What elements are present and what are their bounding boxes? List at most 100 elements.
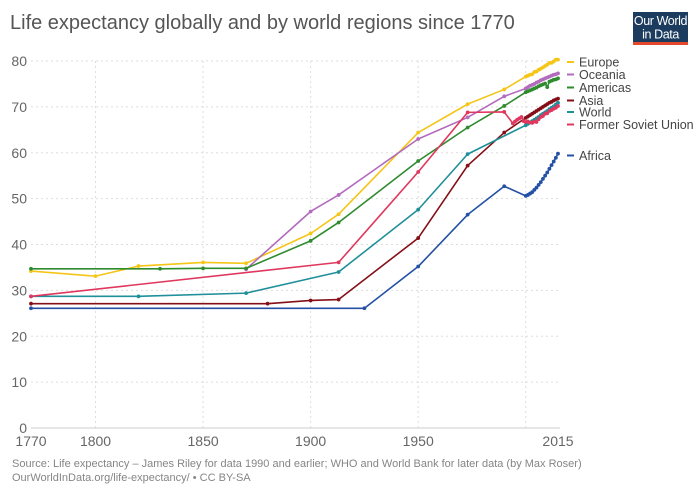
data-point[interactable]: [308, 209, 313, 214]
legend-label: Oceania: [579, 68, 626, 82]
series-europe[interactable]: [29, 57, 560, 279]
series-africa[interactable]: [29, 151, 560, 311]
data-point[interactable]: [556, 96, 560, 101]
data-point[interactable]: [502, 110, 507, 114]
data-point[interactable]: [416, 130, 421, 135]
data-point[interactable]: [465, 102, 470, 107]
data-point[interactable]: [556, 100, 560, 105]
data-point[interactable]: [29, 294, 33, 299]
data-point[interactable]: [545, 85, 550, 90]
data-point[interactable]: [549, 163, 554, 168]
data-point[interactable]: [201, 260, 205, 265]
data-point[interactable]: [416, 264, 421, 269]
data-point[interactable]: [502, 184, 507, 189]
data-point[interactable]: [541, 177, 545, 181]
data-point[interactable]: [545, 170, 550, 175]
legend-item-former-soviet-union[interactable]: Former Soviet Union: [567, 118, 694, 132]
data-point[interactable]: [502, 104, 507, 108]
data-point[interactable]: [465, 152, 470, 157]
legend-label: Europe: [579, 56, 619, 70]
legend-item-world[interactable]: World: [567, 106, 611, 120]
series-line-oceania[interactable]: [245, 72, 559, 271]
data-point[interactable]: [502, 94, 507, 99]
x-tick-label: 1850: [188, 433, 219, 449]
legend-label: Former Soviet Union: [579, 118, 694, 132]
data-point[interactable]: [519, 115, 524, 119]
data-point[interactable]: [553, 155, 558, 160]
data-point[interactable]: [538, 180, 543, 185]
data-point[interactable]: [29, 266, 33, 271]
y-tick-label: 70: [11, 99, 27, 115]
data-point[interactable]: [136, 294, 141, 299]
data-point[interactable]: [556, 151, 560, 156]
data-point[interactable]: [201, 266, 205, 271]
data-point[interactable]: [465, 110, 470, 115]
data-point[interactable]: [465, 212, 470, 217]
legend-item-asia[interactable]: Asia: [567, 94, 603, 108]
data-point[interactable]: [308, 231, 313, 236]
data-point[interactable]: [29, 301, 33, 306]
series-asia[interactable]: [29, 96, 560, 306]
data-point[interactable]: [336, 270, 341, 274]
data-point[interactable]: [336, 297, 341, 302]
logo-text-line1: Our World: [634, 14, 688, 28]
series-line-former-soviet-union[interactable]: [30, 105, 559, 298]
data-point[interactable]: [336, 220, 341, 225]
series-line-africa[interactable]: [30, 152, 559, 310]
data-point[interactable]: [502, 130, 507, 135]
source-link[interactable]: OurWorldInData.org/life-expectancy/ • CC…: [12, 472, 251, 484]
x-tick-label: 2015: [542, 433, 573, 449]
data-point[interactable]: [536, 182, 541, 187]
data-point[interactable]: [244, 291, 249, 296]
legend-item-americas[interactable]: Americas: [567, 81, 631, 95]
data-point[interactable]: [336, 212, 341, 217]
data-point[interactable]: [29, 306, 33, 311]
data-point[interactable]: [336, 260, 341, 265]
data-point[interactable]: [265, 301, 270, 306]
data-point[interactable]: [534, 185, 539, 190]
data-point[interactable]: [308, 298, 313, 303]
data-point[interactable]: [556, 57, 560, 62]
legend-item-europe[interactable]: Europe: [567, 56, 619, 70]
data-point[interactable]: [158, 266, 162, 271]
logo-text-line2: in Data: [642, 28, 679, 42]
data-point[interactable]: [556, 71, 560, 76]
data-point[interactable]: [136, 264, 141, 268]
data-point[interactable]: [465, 115, 470, 120]
owid-logo[interactable]: Our World in Data: [633, 12, 688, 45]
legend-item-africa[interactable]: Africa: [567, 149, 611, 163]
data-point[interactable]: [465, 125, 470, 130]
data-point[interactable]: [543, 173, 547, 178]
x-tick-label: 1770: [15, 433, 46, 449]
data-point[interactable]: [556, 76, 560, 81]
data-point[interactable]: [416, 170, 421, 174]
logo-background: [633, 12, 688, 45]
data-point[interactable]: [465, 163, 470, 168]
y-tick-label: 20: [11, 328, 27, 344]
series-americas[interactable]: [29, 76, 560, 271]
data-point[interactable]: [551, 159, 556, 164]
data-point[interactable]: [244, 261, 249, 266]
data-point[interactable]: [362, 306, 367, 311]
data-point[interactable]: [543, 81, 547, 86]
data-point[interactable]: [534, 120, 539, 124]
legend-item-oceania[interactable]: Oceania: [567, 68, 626, 82]
data-point[interactable]: [244, 266, 249, 271]
series-line-europe[interactable]: [30, 58, 559, 277]
data-point[interactable]: [416, 236, 421, 240]
legend-label: Asia: [579, 94, 603, 108]
data-point[interactable]: [416, 137, 421, 141]
data-point[interactable]: [502, 87, 507, 92]
series-former-soviet-union[interactable]: [29, 104, 560, 299]
legend-label: Africa: [579, 149, 611, 163]
y-axis-ticks: 0 10 20 30 40 50 60 70 80: [11, 53, 27, 436]
data-point[interactable]: [556, 104, 560, 108]
data-point[interactable]: [547, 166, 552, 171]
data-point[interactable]: [336, 193, 341, 197]
data-point[interactable]: [93, 274, 98, 279]
data-point[interactable]: [416, 207, 421, 212]
data-point[interactable]: [416, 159, 421, 163]
data-point[interactable]: [308, 238, 313, 243]
series-lines: [29, 57, 560, 311]
